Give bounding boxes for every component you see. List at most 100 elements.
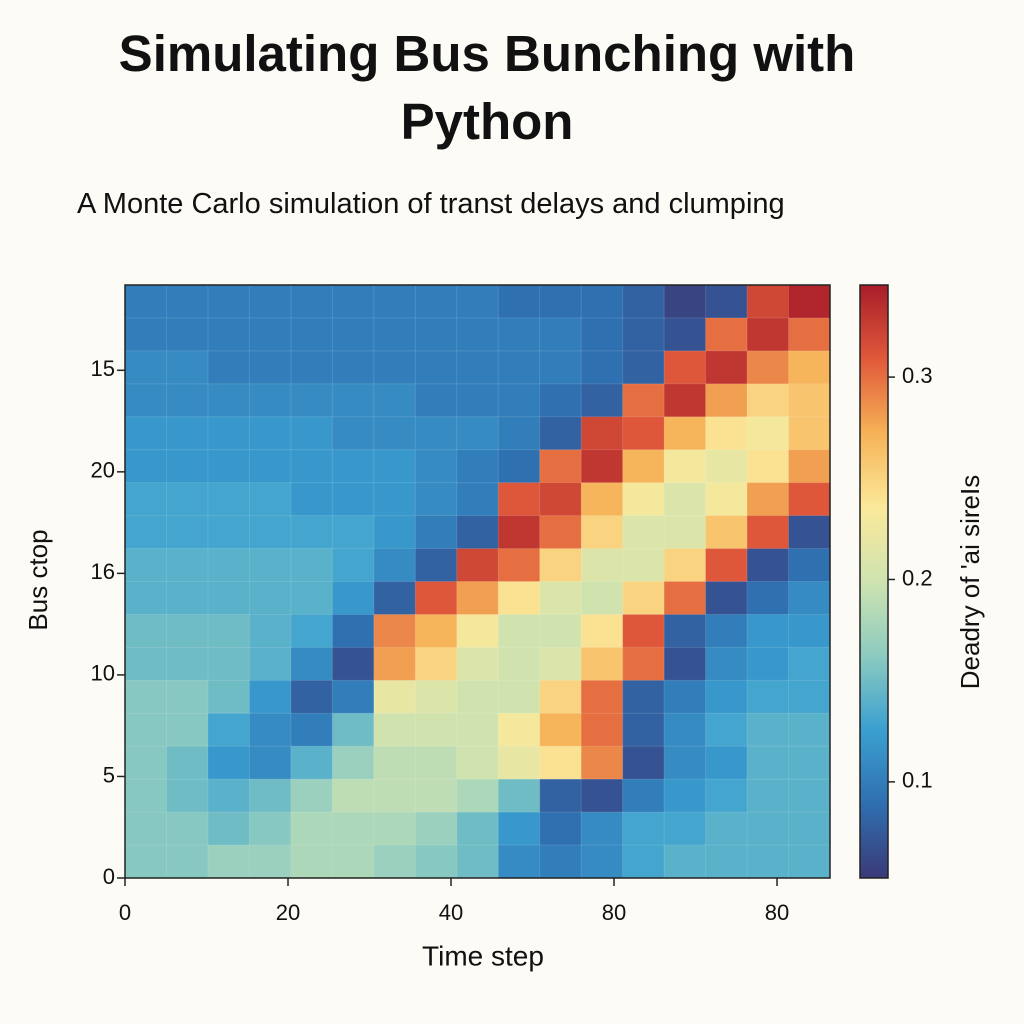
heatmap-cell — [373, 383, 417, 418]
heatmap-cell — [788, 482, 832, 517]
heatmap-cell — [622, 284, 666, 319]
heatmap-cell — [497, 811, 541, 847]
heatmap-cell — [290, 844, 334, 879]
heatmap-cell — [124, 712, 168, 748]
heatmap-cell — [290, 416, 334, 451]
heatmap-cell — [290, 350, 334, 385]
heatmap-cell — [290, 284, 334, 319]
heatmap-cell — [207, 383, 251, 418]
heatmap-cell — [248, 416, 292, 451]
heatmap-cell — [290, 811, 334, 847]
heatmap-cell — [746, 416, 790, 451]
colorbar-tick-label: 0.3 — [902, 363, 933, 388]
y-tick-label: 10 — [91, 661, 115, 686]
heatmap-cell — [788, 284, 832, 319]
heatmap-cell — [539, 449, 583, 484]
heatmap-cell — [165, 679, 209, 715]
heatmap-cell — [622, 548, 666, 583]
heatmap-cell — [788, 712, 832, 748]
heatmap-cell — [497, 482, 541, 517]
heatmap-cell — [456, 317, 500, 352]
heatmap-cell — [705, 581, 749, 616]
colorbar-label: Deadry of 'ai sireIs — [955, 475, 985, 690]
heatmap-cell — [663, 679, 707, 715]
heatmap-cell — [165, 844, 209, 879]
heatmap-cell — [207, 317, 251, 352]
heatmap-cell — [497, 844, 541, 879]
heatmap-cell — [580, 745, 624, 781]
heatmap-cell — [705, 745, 749, 781]
heatmap-cell — [497, 679, 541, 715]
heatmap-cell — [539, 646, 583, 682]
heatmap-cell — [414, 284, 458, 319]
y-tick-label: 0 — [103, 864, 115, 889]
heatmap-cell — [705, 646, 749, 682]
heatmap-cell — [207, 482, 251, 517]
heatmap-cell — [622, 811, 666, 847]
heatmap-cell — [124, 383, 168, 418]
heatmap-cell — [207, 844, 251, 879]
heatmap-cell — [746, 712, 790, 748]
heatmap-cell — [705, 350, 749, 385]
heatmap-cell — [663, 745, 707, 781]
heatmap-cell — [580, 350, 624, 385]
heatmap-cell — [331, 811, 375, 847]
x-axis-label: Time step — [422, 940, 544, 971]
heatmap-cell — [705, 416, 749, 451]
heatmap-cell — [539, 745, 583, 781]
chart-title: Simulating Bus Bunching with Python — [118, 25, 856, 150]
heatmap-cell — [788, 581, 832, 616]
heatmap-cell — [663, 317, 707, 352]
heatmap-cell — [580, 581, 624, 616]
heatmap-cell — [290, 449, 334, 484]
heatmap-cell — [207, 581, 251, 616]
heatmap-cell — [788, 350, 832, 385]
heatmap-cell — [705, 317, 749, 352]
heatmap-cell — [580, 383, 624, 418]
heatmap-cell — [331, 284, 375, 319]
heatmap-cell — [331, 383, 375, 418]
heatmap-cell — [497, 745, 541, 781]
heatmap-cell — [290, 548, 334, 583]
heatmap-cell — [746, 613, 790, 649]
heatmap-cell — [207, 284, 251, 319]
heatmap-cell — [746, 778, 790, 814]
heatmap-cell — [497, 350, 541, 385]
heatmap-cell — [165, 416, 209, 451]
heatmap-cell — [539, 350, 583, 385]
heatmap-cell — [414, 745, 458, 781]
heatmap-cell — [497, 284, 541, 319]
heatmap-cell — [248, 646, 292, 682]
heatmap-cell — [248, 679, 292, 715]
heatmap-cell — [124, 449, 168, 484]
y-tick-label: 20 — [91, 458, 115, 483]
heatmap-cell — [497, 646, 541, 682]
heatmap-cell — [746, 515, 790, 550]
heatmap-cell — [165, 284, 209, 319]
heatmap-cell — [373, 844, 417, 879]
heatmap-cell — [248, 482, 292, 517]
heatmap-cell — [331, 613, 375, 649]
heatmap-cell — [248, 745, 292, 781]
heatmap-cell — [373, 811, 417, 847]
heatmap-cell — [746, 646, 790, 682]
heatmap-cell — [290, 581, 334, 616]
y-tick-label: 16 — [91, 559, 115, 584]
heatmap-cell — [539, 844, 583, 879]
heatmap-cell — [124, 745, 168, 781]
heatmap-cell — [580, 284, 624, 319]
heatmap-cell — [165, 482, 209, 517]
heatmap-cell — [207, 449, 251, 484]
heatmap-cell — [414, 613, 458, 649]
heatmap-cell — [373, 515, 417, 550]
heatmap-cell — [456, 284, 500, 319]
heatmap-cell — [373, 482, 417, 517]
heatmap-cell — [580, 844, 624, 879]
heatmap-cell — [165, 548, 209, 583]
heatmap-cell — [248, 811, 292, 847]
heatmap-cell — [746, 317, 790, 352]
heatmap-cell — [373, 646, 417, 682]
heatmap-cell — [124, 679, 168, 715]
heatmap-cell — [497, 383, 541, 418]
